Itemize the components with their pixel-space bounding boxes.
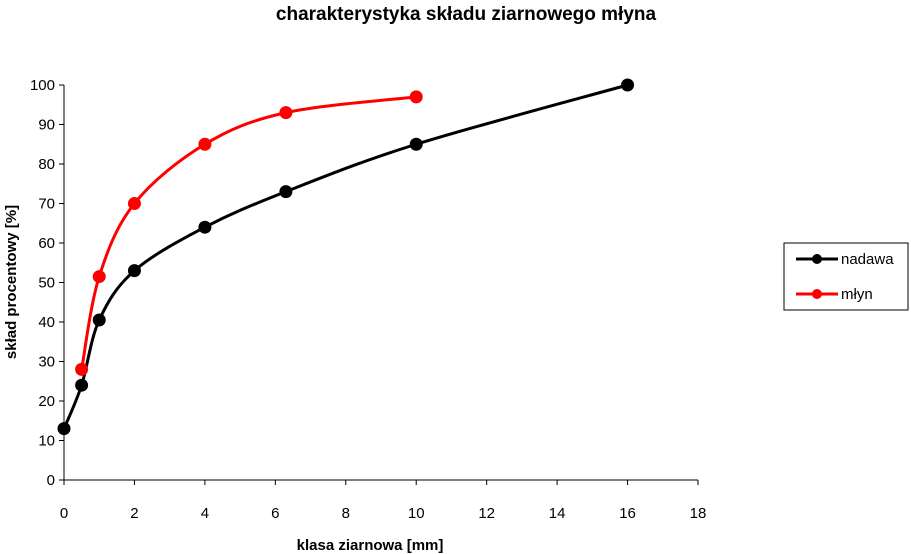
y-axis-title: skład procentowy [%] xyxy=(3,205,20,359)
x-tick-label: 2 xyxy=(130,505,138,522)
legend-label-mlyn: młyn xyxy=(841,286,873,303)
legend: nadawa młyn xyxy=(783,242,909,311)
data-point xyxy=(75,362,89,376)
plot-series xyxy=(57,78,635,436)
data-point xyxy=(127,264,141,278)
y-tick-label: 90 xyxy=(38,117,55,134)
x-tick-label: 12 xyxy=(478,505,495,522)
data-point xyxy=(75,378,89,392)
data-point xyxy=(92,270,106,284)
data-point xyxy=(409,137,423,151)
data-point xyxy=(279,106,293,120)
data-point xyxy=(57,422,71,436)
data-point xyxy=(198,220,212,234)
data-point xyxy=(621,78,635,92)
axes xyxy=(63,85,698,481)
y-tick-label: 10 xyxy=(38,433,55,450)
y-tick-label: 50 xyxy=(38,275,55,292)
y-tick-label: 60 xyxy=(38,235,55,252)
series-1 xyxy=(75,90,423,376)
x-tick-label: 0 xyxy=(60,505,68,522)
x-ticks: 0 2 4 6 8 10 12 14 16 18 xyxy=(60,480,707,522)
x-tick-label: 8 xyxy=(342,505,350,522)
x-tick-label: 14 xyxy=(549,505,566,522)
legend-marker-nadawa xyxy=(812,254,822,264)
data-point xyxy=(198,137,212,151)
x-tick-label: 4 xyxy=(201,505,209,522)
y-tick-label: 20 xyxy=(38,393,55,410)
legend-marker-mlyn xyxy=(812,289,822,299)
x-tick-label: 18 xyxy=(690,505,707,522)
legend-label-nadawa: nadawa xyxy=(841,251,894,268)
x-tick-label: 6 xyxy=(271,505,279,522)
data-point xyxy=(92,313,106,327)
y-tick-label: 40 xyxy=(38,314,55,331)
series-line xyxy=(80,95,417,370)
y-tick-label: 80 xyxy=(38,156,55,173)
data-point xyxy=(279,185,293,199)
legend-box xyxy=(783,242,909,311)
chart-title: charakterystyka składu ziarnowego młyna xyxy=(276,4,657,25)
x-tick-label: 10 xyxy=(408,505,425,522)
data-point xyxy=(409,90,423,104)
data-point xyxy=(127,197,141,210)
y-tick-label: 0 xyxy=(47,472,55,489)
x-axis-title: klasa ziarnowa [mm] xyxy=(297,537,444,554)
y-tick-label: 70 xyxy=(38,196,55,213)
series-line xyxy=(62,83,628,430)
y-tick-label: 30 xyxy=(38,354,55,371)
series-0 xyxy=(57,78,635,436)
y-ticks: 0 10 20 30 40 50 60 70 80 90 100 xyxy=(30,77,64,489)
y-tick-label: 100 xyxy=(30,77,55,94)
x-tick-label: 16 xyxy=(619,505,636,522)
